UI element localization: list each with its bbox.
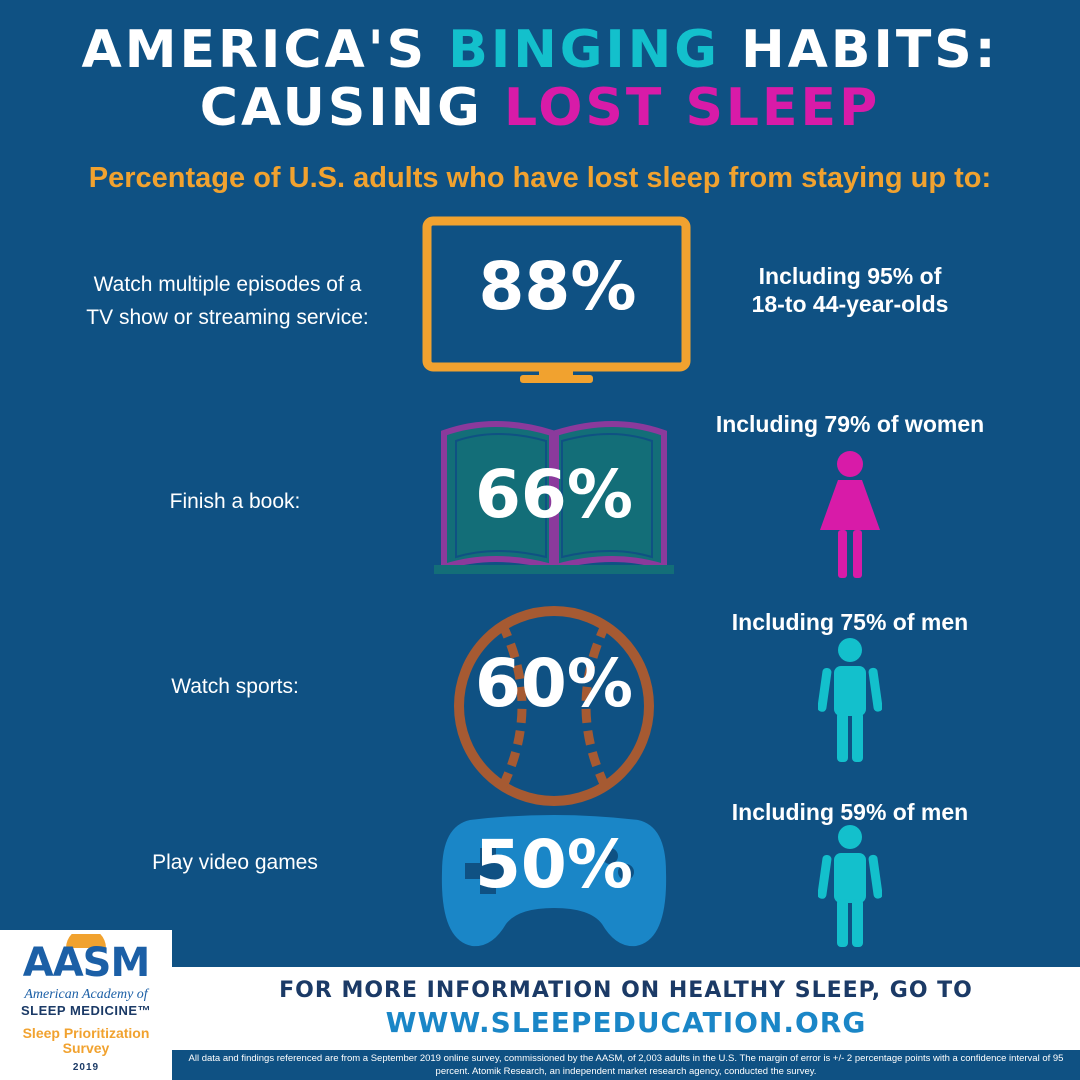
logo-line-2: SLEEP MEDICINE™ bbox=[20, 1003, 152, 1018]
detail-book: Including 79% of women bbox=[715, 411, 985, 437]
row-label-line: Watch multiple episodes of a bbox=[93, 273, 362, 296]
detail-games: Including 59% of men bbox=[731, 799, 969, 825]
logo-survey-name: Sleep Prioritization Survey bbox=[22, 1025, 150, 1056]
footer-url-link[interactable]: WWW.SLEEPEDUCATION.ORG bbox=[385, 1006, 867, 1039]
row-label-book: Finish a book: bbox=[169, 490, 301, 513]
open-book-icon bbox=[434, 421, 674, 574]
footer-disclaimer: All data and findings referenced are fro… bbox=[188, 1053, 1064, 1077]
logo-year: 2019 bbox=[72, 1062, 100, 1073]
value-60: 60% bbox=[475, 645, 633, 722]
title-highlight-binging: BINGING bbox=[448, 20, 720, 80]
title-highlight-lost-sleep: LOST SLEEP bbox=[503, 78, 881, 138]
detail-line: Including 95% of bbox=[758, 263, 942, 289]
row-label-sports: Watch sports: bbox=[171, 675, 299, 698]
baseball-icon bbox=[454, 606, 654, 806]
game-controller-icon bbox=[441, 815, 667, 947]
title-line-2: CAUSING LOST SLEEP bbox=[0, 80, 1080, 136]
logo-aasm: AASM bbox=[22, 940, 151, 986]
row-label-line: TV show or streaming service: bbox=[86, 306, 369, 329]
value-88: 88% bbox=[478, 248, 637, 325]
woman-icon bbox=[820, 451, 880, 578]
subtitle: Percentage of U.S. adults who have lost … bbox=[88, 162, 992, 194]
value-50: 50% bbox=[475, 826, 633, 903]
row-label-tv: Watch multiple episodes of a TV show or … bbox=[60, 268, 395, 334]
value-66: 66% bbox=[475, 456, 633, 533]
tv-monitor-icon bbox=[422, 216, 691, 383]
detail-line: 18-to 44-year-olds bbox=[751, 291, 949, 317]
sun-logo-icon bbox=[66, 934, 106, 948]
man-icon bbox=[818, 825, 882, 947]
man-icon bbox=[818, 638, 882, 762]
title-line-1: AMERICA'S BINGING HABITS: bbox=[0, 22, 1080, 78]
title-text: CAUSING bbox=[199, 78, 504, 138]
logo-panel bbox=[0, 930, 172, 1080]
detail-tv: Including 95% of 18-to 44-year-olds bbox=[700, 262, 1000, 318]
logo-line-1: American Academy of bbox=[24, 987, 148, 1002]
footer-info-text: FOR MORE INFORMATION ON HEALTHY SLEEP, G… bbox=[279, 978, 973, 1003]
title-text: HABITS: bbox=[719, 20, 999, 80]
footer-banner bbox=[172, 967, 1080, 1050]
row-label-games: Play video games bbox=[152, 851, 318, 874]
title-text: AMERICA'S bbox=[81, 20, 449, 80]
detail-sports: Including 75% of men bbox=[731, 609, 969, 635]
